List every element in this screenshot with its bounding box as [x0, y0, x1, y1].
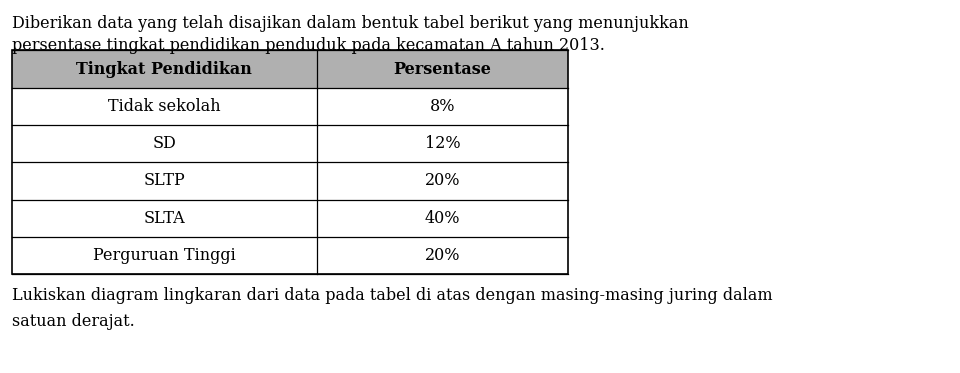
- Text: Diberikan data yang telah disajikan dalam bentuk tabel berikut yang menunjukkan: Diberikan data yang telah disajikan dala…: [12, 15, 688, 32]
- Text: SD: SD: [153, 135, 176, 152]
- Text: 12%: 12%: [424, 135, 461, 152]
- Text: 20%: 20%: [425, 247, 460, 264]
- Text: SLTP: SLTP: [143, 172, 185, 189]
- Text: 40%: 40%: [425, 210, 460, 227]
- Text: Perguruan Tinggi: Perguruan Tinggi: [93, 247, 235, 264]
- Text: Persentase: Persentase: [394, 60, 492, 78]
- Text: persentase tingkat pendidikan penduduk pada kecamatan A tahun 2013.: persentase tingkat pendidikan penduduk p…: [12, 37, 605, 54]
- Text: Tingkat Pendidikan: Tingkat Pendidikan: [76, 60, 252, 78]
- FancyBboxPatch shape: [12, 88, 568, 125]
- FancyBboxPatch shape: [12, 237, 568, 274]
- FancyBboxPatch shape: [12, 162, 568, 200]
- FancyBboxPatch shape: [12, 125, 568, 162]
- Text: Lukiskan diagram lingkaran dari data pada tabel di atas dengan masing-masing jur: Lukiskan diagram lingkaran dari data pad…: [12, 287, 772, 304]
- Text: satuan derajat.: satuan derajat.: [12, 313, 134, 330]
- Text: Tidak sekolah: Tidak sekolah: [108, 98, 221, 115]
- Text: 20%: 20%: [425, 172, 460, 189]
- Text: SLTA: SLTA: [143, 210, 185, 227]
- FancyBboxPatch shape: [12, 50, 568, 88]
- FancyBboxPatch shape: [12, 200, 568, 237]
- Text: 8%: 8%: [430, 98, 455, 115]
